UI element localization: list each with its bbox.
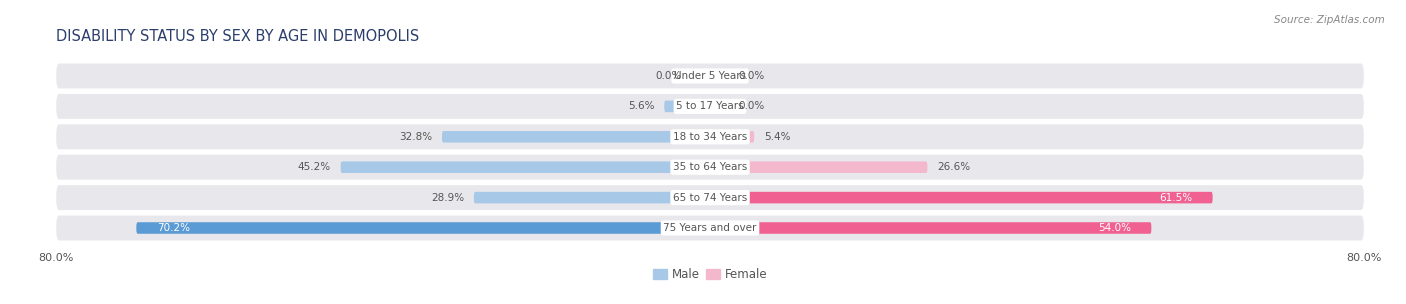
Text: 0.0%: 0.0%	[738, 71, 765, 81]
Text: 75 Years and over: 75 Years and over	[664, 223, 756, 233]
Text: 0.0%: 0.0%	[738, 102, 765, 111]
Text: 61.5%: 61.5%	[1159, 193, 1192, 202]
Text: 5 to 17 Years: 5 to 17 Years	[676, 102, 744, 111]
Text: 0.0%: 0.0%	[655, 71, 682, 81]
FancyBboxPatch shape	[340, 161, 710, 173]
FancyBboxPatch shape	[56, 155, 1364, 180]
Text: 5.6%: 5.6%	[628, 102, 654, 111]
Text: 5.4%: 5.4%	[763, 132, 790, 142]
FancyBboxPatch shape	[474, 192, 710, 203]
Text: 32.8%: 32.8%	[399, 132, 432, 142]
Text: 65 to 74 Years: 65 to 74 Years	[673, 193, 747, 202]
FancyBboxPatch shape	[56, 185, 1364, 210]
FancyBboxPatch shape	[136, 222, 710, 234]
FancyBboxPatch shape	[56, 64, 1364, 88]
FancyBboxPatch shape	[56, 94, 1364, 119]
Text: 26.6%: 26.6%	[938, 162, 970, 172]
Text: 70.2%: 70.2%	[156, 223, 190, 233]
FancyBboxPatch shape	[710, 222, 1152, 234]
FancyBboxPatch shape	[710, 131, 754, 143]
FancyBboxPatch shape	[56, 124, 1364, 149]
FancyBboxPatch shape	[710, 161, 928, 173]
Text: Under 5 Years: Under 5 Years	[673, 71, 747, 81]
Text: 54.0%: 54.0%	[1098, 223, 1130, 233]
FancyBboxPatch shape	[56, 216, 1364, 240]
Text: 45.2%: 45.2%	[298, 162, 330, 172]
FancyBboxPatch shape	[664, 101, 710, 112]
Text: 35 to 64 Years: 35 to 64 Years	[673, 162, 747, 172]
Legend: Male, Female: Male, Female	[648, 264, 772, 286]
Text: 18 to 34 Years: 18 to 34 Years	[673, 132, 747, 142]
FancyBboxPatch shape	[441, 131, 710, 143]
Text: 28.9%: 28.9%	[430, 193, 464, 202]
Text: DISABILITY STATUS BY SEX BY AGE IN DEMOPOLIS: DISABILITY STATUS BY SEX BY AGE IN DEMOP…	[56, 29, 419, 44]
Text: Source: ZipAtlas.com: Source: ZipAtlas.com	[1274, 15, 1385, 25]
FancyBboxPatch shape	[710, 192, 1212, 203]
